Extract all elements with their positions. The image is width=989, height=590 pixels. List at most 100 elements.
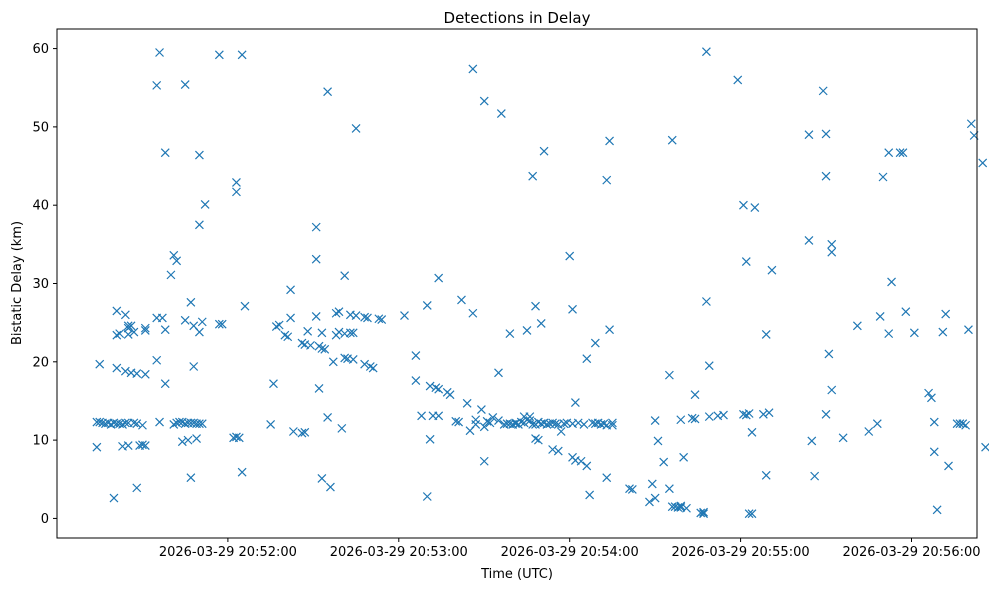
data-point-189 — [531, 434, 540, 443]
data-point-231 — [607, 418, 617, 428]
data-point-159 — [468, 308, 478, 318]
data-point-69 — [192, 434, 201, 443]
data-point-34 — [138, 440, 147, 450]
data-point-230 — [605, 325, 614, 335]
data-point-304 — [924, 388, 934, 398]
data-point-111 — [320, 344, 330, 354]
data-point-96 — [288, 427, 298, 436]
data-point-281 — [807, 436, 817, 446]
data-point-120 — [337, 423, 347, 433]
y-tick-label-6: 60 — [32, 42, 49, 57]
data-point-250 — [679, 452, 689, 462]
data-point-64 — [186, 473, 196, 483]
data-point-0 — [92, 442, 102, 452]
data-point-114 — [326, 482, 335, 492]
data-point-123 — [340, 271, 350, 281]
data-point-102 — [306, 340, 315, 350]
data-point-306 — [929, 417, 939, 427]
data-point-183 — [522, 326, 532, 335]
data-point-107 — [314, 384, 324, 393]
data-point-242 — [664, 484, 674, 494]
data-point-67 — [189, 362, 199, 371]
data-point-89 — [269, 379, 278, 389]
data-point-251 — [682, 503, 691, 513]
data-point-35 — [138, 420, 147, 430]
data-point-139 — [411, 351, 421, 360]
data-point-26 — [126, 321, 136, 331]
data-point-315 — [961, 420, 971, 430]
data-point-113 — [323, 87, 333, 97]
data-point-313 — [955, 419, 965, 429]
data-point-10 — [112, 306, 122, 316]
data-point-42 — [152, 80, 162, 90]
x-tick-label-2: 2026-03-29 20:54:00 — [501, 545, 639, 560]
x-axis-label: Time (UTC) — [480, 567, 553, 582]
data-point-40 — [152, 355, 162, 365]
data-point-165 — [479, 96, 489, 106]
x-axis-ticks: 2026-03-29 20:52:00 2026-03-29 20:53:00 20… — [159, 538, 981, 560]
data-point-44 — [155, 417, 164, 427]
data-point-91 — [274, 320, 284, 330]
data-point-161 — [471, 415, 481, 425]
chart-title: Detections in Delay — [444, 9, 591, 27]
data-point-62 — [186, 297, 196, 307]
data-point-301 — [898, 148, 908, 158]
data-point-118 — [334, 307, 344, 317]
data-point-308 — [932, 505, 942, 515]
data-point-299 — [887, 277, 896, 287]
data-point-252 — [687, 413, 697, 423]
data-point-221 — [590, 338, 600, 348]
data-point-249 — [676, 415, 686, 425]
data-point-254 — [690, 414, 700, 424]
data-point-152 — [445, 390, 455, 400]
data-point-31 — [132, 369, 142, 378]
plot-area-frame — [56, 28, 978, 539]
data-point-154 — [454, 417, 464, 427]
data-point-276 — [761, 470, 771, 480]
data-point-73 — [194, 327, 204, 337]
data-point-85 — [237, 50, 247, 60]
data-point-229 — [605, 136, 614, 146]
data-point-74 — [197, 317, 207, 327]
data-point-39 — [140, 441, 150, 451]
data-point-142 — [422, 301, 432, 310]
data-point-296 — [878, 172, 888, 182]
y-tick-label-5: 50 — [32, 120, 49, 135]
data-point-303 — [909, 328, 919, 338]
data-point-234 — [627, 485, 637, 494]
data-point-87 — [240, 301, 250, 311]
x-tick-label-4: 2026-03-29 20:56:00 — [842, 545, 980, 560]
data-points — [92, 47, 989, 519]
data-point-169 — [494, 368, 503, 378]
data-point-156 — [462, 398, 472, 408]
data-point-122 — [340, 353, 350, 363]
data-point-133 — [363, 313, 372, 323]
data-point-72 — [194, 220, 204, 230]
data-point-205 — [556, 427, 566, 436]
data-point-88 — [266, 420, 276, 429]
data-point-51 — [169, 420, 179, 429]
data-point-83 — [232, 432, 241, 442]
data-point-280 — [804, 130, 814, 140]
data-point-256 — [699, 509, 708, 519]
data-point-79 — [217, 319, 227, 329]
data-point-268 — [741, 410, 751, 420]
data-point-274 — [758, 409, 768, 419]
y-axis-label: Bistatic Delay (km) — [10, 221, 25, 345]
data-point-311 — [944, 461, 953, 471]
data-point-61 — [183, 435, 193, 445]
data-point-186 — [525, 416, 535, 425]
data-point-75 — [197, 419, 207, 429]
data-point-271 — [747, 509, 757, 519]
data-point-198 — [542, 420, 552, 429]
data-point-128 — [348, 328, 358, 338]
data-point-119 — [334, 327, 344, 337]
data-point-273 — [750, 203, 760, 212]
data-point-164 — [479, 456, 489, 466]
data-point-105 — [311, 311, 321, 321]
data-point-314 — [958, 419, 968, 429]
data-point-286 — [821, 409, 831, 419]
data-point-129 — [351, 311, 361, 321]
data-point-307 — [929, 447, 939, 457]
data-point-100 — [300, 427, 310, 437]
